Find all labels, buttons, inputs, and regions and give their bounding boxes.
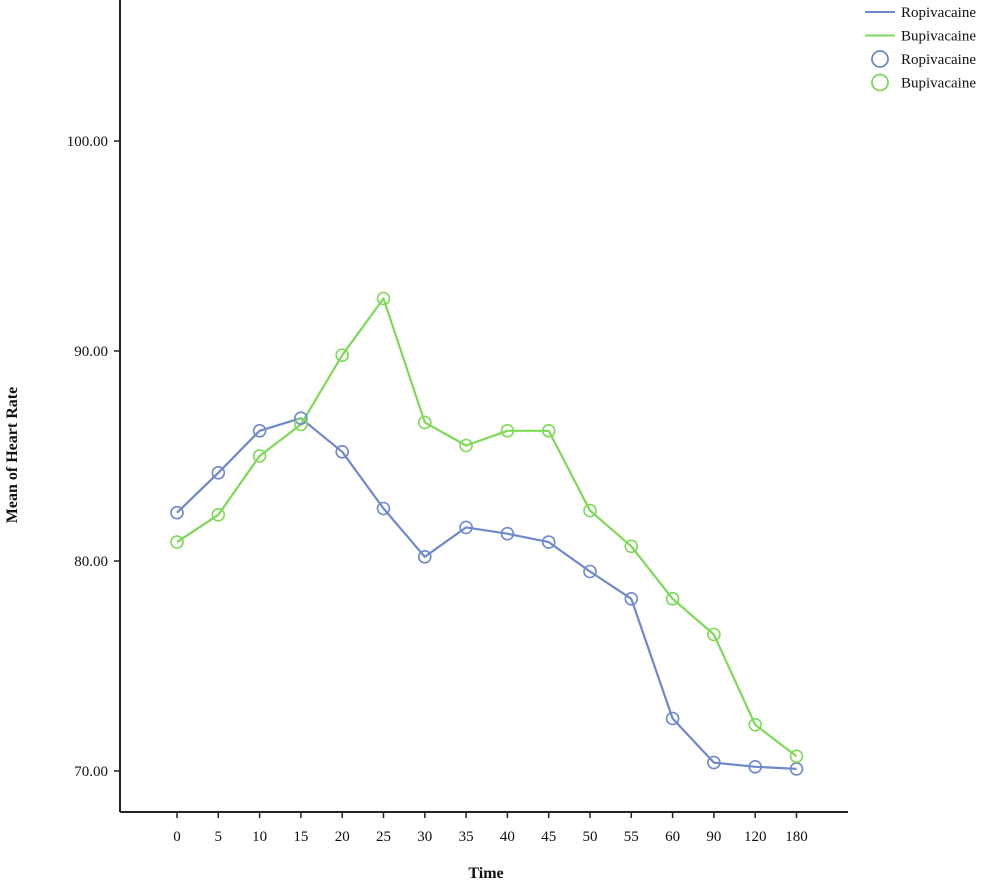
data-point-bupivacaine [500, 423, 515, 438]
data-point-ropivacaine [252, 423, 267, 438]
data-point-bupivacaine [376, 291, 391, 306]
series-group [170, 291, 804, 776]
data-point-ropivacaine [376, 501, 391, 516]
y-tick-label: 90.00 [74, 344, 108, 360]
data-point-ropivacaine [335, 444, 350, 459]
data-point-bupivacaine [459, 438, 473, 453]
data-point-ropivacaine [500, 526, 515, 541]
x-tick-label: 0 [173, 829, 181, 845]
axes: 70.00 80.00 90.00 100.00 0 5 10 15 20 25 30 35 40 45 5… [67, 0, 848, 845]
data-point-ropivacaine [624, 591, 639, 606]
x-tick-label: 15 [293, 829, 308, 845]
legend: Ropivacaine Bupivacaine Ropivacaine Bupivac… [865, 5, 976, 92]
legend-label: Bupivacaine [901, 29, 976, 45]
legend-label: Ropivacaine [901, 52, 976, 68]
data-point-ropivacaine [541, 535, 556, 549]
data-point-ropivacaine [417, 549, 432, 564]
data-point-bupivacaine [665, 591, 680, 606]
data-point-ropivacaine [211, 465, 226, 480]
x-tick-label: 55 [624, 829, 639, 845]
x-tick-label: 120 [744, 829, 767, 845]
y-tick-label: 100.00 [67, 134, 108, 150]
x-tick-label: 25 [376, 829, 391, 845]
data-point-ropivacaine [170, 505, 184, 520]
x-tick-label: 10 [252, 829, 267, 845]
data-point-bupivacaine [335, 348, 350, 363]
data-point-bupivacaine [211, 507, 226, 522]
x-tick-label: 5 [215, 829, 223, 845]
x-tick-label: 45 [541, 829, 556, 845]
legend-label: Ropivacaine [901, 5, 976, 21]
series-line-ropivacaine [176, 417, 797, 770]
data-point-ropivacaine [665, 711, 680, 726]
x-tick-label: 40 [500, 829, 515, 845]
data-point-bupivacaine [170, 535, 184, 549]
data-point-bupivacaine [748, 717, 763, 732]
series-line-bupivacaine [176, 297, 798, 758]
y-axis-title: Mean of Heart Rate [4, 387, 21, 523]
x-axis-title: Time [468, 865, 503, 882]
legend-label: Bupivacaine [901, 76, 976, 92]
x-tick-label: 180 [785, 829, 808, 845]
x-tick-label: 20 [335, 829, 350, 845]
data-point-bupivacaine [252, 449, 267, 463]
data-point-bupivacaine [541, 423, 556, 438]
data-point-bupivacaine [789, 749, 804, 764]
x-tick-label: 60 [665, 829, 680, 845]
x-tick-label: 90 [706, 829, 721, 845]
data-point-ropivacaine [583, 564, 597, 579]
y-tick-label: 80.00 [74, 554, 108, 570]
data-point-ropivacaine [748, 759, 763, 774]
data-point-bupivacaine [583, 503, 597, 518]
data-point-ropivacaine [294, 411, 308, 426]
y-tick-label: 70.00 [74, 764, 108, 780]
legend-marker-swatch [871, 50, 889, 68]
data-point-ropivacaine [459, 520, 473, 535]
data-point-bupivacaine [417, 415, 432, 430]
x-tick-label: 50 [583, 829, 598, 845]
x-tick-label: 35 [459, 829, 474, 845]
x-tick-label: 30 [417, 829, 432, 845]
data-point-ropivacaine [707, 755, 721, 770]
legend-marker-swatch [871, 73, 889, 92]
data-point-bupivacaine [294, 417, 308, 432]
data-point-bupivacaine [624, 539, 639, 554]
data-point-bupivacaine [707, 627, 721, 642]
